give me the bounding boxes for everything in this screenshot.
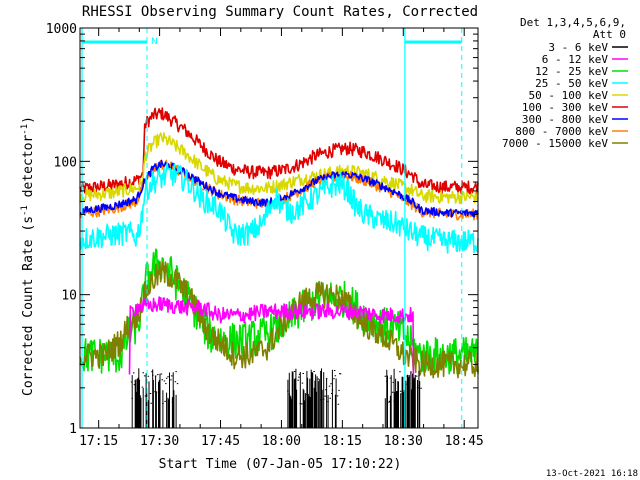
y-tick-label: 1 [69,422,77,437]
legend-entry-label: 3 - 6 keV [548,41,608,54]
x-tick-label: 17:45 [201,434,240,449]
legend-entry-label: 6 - 12 keV [542,53,609,66]
series-7000-15000-kev [79,260,479,379]
legend-entry-label: 7000 - 15000 keV [502,137,608,150]
series-trace [79,260,479,379]
legend-entry-label: 12 - 25 keV [535,65,608,78]
series-25-50-kev [79,162,479,254]
plot-area [80,28,478,428]
series-trace [79,162,479,254]
x-tick-label: 17:15 [79,434,118,449]
x-tick-label: 18:45 [445,434,484,449]
legend-entry-label: 100 - 300 keV [522,101,608,114]
y-tick-label: 100 [54,155,77,170]
x-tick-label: 18:30 [384,434,423,449]
legend-entry-label: 25 - 50 keV [535,77,608,90]
legend-header-attenuator: Att 0 [593,28,626,41]
series-trace [130,368,422,428]
generation-timestamp: 13-Oct-2021 16:18 [546,469,638,479]
y-axis-label: Corrected Count Rate (s-1 detector-1) [20,116,36,396]
y-tick-label: 1000 [46,22,77,37]
series-6-12-kev [128,296,415,427]
series-100-300-kev [79,107,479,195]
series-trace [79,107,479,195]
legend-entry-label: 50 - 100 keV [529,89,609,102]
series-50-100-kev [79,132,479,205]
legend-header-detectors: Det 1,3,4,5,6,9, [520,16,626,29]
legend-entry-label: 300 - 800 keV [522,113,608,126]
flag-label: N [151,37,158,47]
plot-frame [79,27,479,429]
x-axis-label: Start Time (07-Jan-05 17:10:22) [159,457,402,472]
x-tick-label: 17:30 [140,434,179,449]
x-tick-label: 18:15 [323,434,362,449]
x-tick-label: 18:00 [262,434,301,449]
series-3-6-kev [130,368,422,428]
legend-entry-label: 800 - 7000 keV [515,125,608,138]
series-trace [79,132,479,205]
y-tick-label: 10 [61,289,77,304]
series-trace [128,296,415,427]
chart-title: RHESSI Observing Summary Count Rates, Co… [82,4,478,20]
